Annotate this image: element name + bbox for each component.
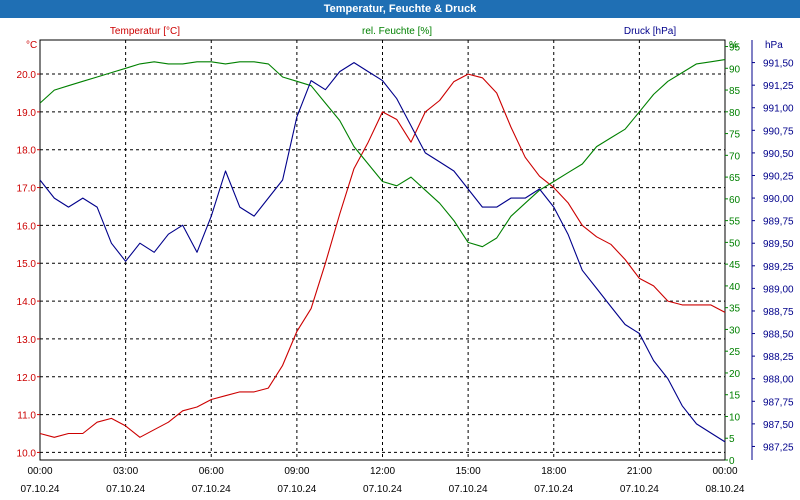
x-tick-date: 07.10.24	[620, 484, 659, 495]
pressure-tick-label: 987,75	[763, 397, 794, 408]
temperature-line	[39, 73, 726, 438]
pressure-tick-label: 988,25	[763, 352, 794, 363]
x-tick-time: 00:00	[712, 466, 737, 477]
temp-tick-label: 19.0	[17, 108, 37, 119]
pressure-tick-label: 988,75	[763, 307, 794, 318]
temp-unit: °C	[26, 40, 37, 51]
humidity-line	[39, 59, 726, 248]
pressure-tick-label: 990,25	[763, 171, 794, 182]
temp-tick-label: 12.0	[17, 373, 37, 384]
pressure-tick-label: 991,00	[763, 104, 794, 115]
x-tick-date: 07.10.24	[534, 484, 573, 495]
x-tick-date: 07.10.24	[106, 484, 145, 495]
humidity-tick-label: 85	[729, 86, 741, 97]
x-tick-date: 07.10.24	[21, 484, 60, 495]
axis-labels: 00:00 07.10.24 03:00 07.10.24 06:00 07.10.24 0…	[17, 26, 794, 495]
x-tick-time: 21:00	[627, 466, 652, 477]
x-tick-time: 00:00	[27, 466, 52, 477]
humidity-tick-label: 60	[729, 195, 741, 206]
pressure-tick-label: 988,00	[763, 375, 794, 386]
humidity-tick-label: 10	[729, 412, 741, 423]
temp-tick-label: 20.0	[17, 70, 37, 81]
pressure-line	[39, 62, 726, 443]
humidity-tick-label: 50	[729, 238, 741, 249]
humidity-axis-label: rel. Feuchte [%]	[362, 26, 432, 37]
humidity-tick-label: 70	[729, 151, 741, 162]
humidity-tick-label: 90	[729, 64, 741, 75]
pressure-tick-label: 987,25	[763, 442, 794, 453]
series-layer	[39, 59, 726, 443]
x-tick-time: 18:00	[541, 466, 566, 477]
x-tick-time: 12:00	[370, 466, 395, 477]
chart-canvas: 00:00 07.10.24 03:00 07.10.24 06:00 07.10.24 0…	[17, 26, 794, 495]
humidity-tick-label: 75	[729, 130, 741, 141]
humidity-tick-label: 55	[729, 217, 741, 228]
pressure-tick-label: 989,50	[763, 239, 794, 250]
humidity-unit: %	[729, 40, 738, 51]
x-tick-time: 06:00	[199, 466, 224, 477]
chart-title: Temperatur, Feuchte & Druck	[0, 0, 800, 18]
humidity-tick-label: 15	[729, 391, 741, 402]
pressure-tick-label: 991,25	[763, 81, 794, 92]
humidity-tick-label: 65	[729, 173, 741, 184]
humidity-tick-label: 80	[729, 108, 741, 119]
humidity-tick-label: 25	[729, 347, 741, 358]
temp-tick-label: 17.0	[17, 184, 37, 195]
temp-tick-label: 18.0	[17, 146, 37, 157]
x-tick-time: 15:00	[456, 466, 481, 477]
pressure-tick-label: 987,50	[763, 420, 794, 431]
humidity-tick-label: 95	[729, 43, 741, 54]
temp-tick-label: 13.0	[17, 335, 37, 346]
x-tick-date: 08.10.24	[706, 484, 745, 495]
temp-tick-label: 14.0	[17, 297, 37, 308]
temp-tick-label: 10.0	[17, 448, 37, 459]
pressure-tick-label: 989,25	[763, 262, 794, 273]
temp-tick-label: 11.0	[17, 411, 36, 422]
temp-tick-label: 15.0	[17, 259, 37, 270]
humidity-tick-label: 40	[729, 282, 741, 293]
pressure-tick-label: 990,75	[763, 126, 794, 137]
pressure-unit: hPa	[765, 40, 783, 51]
pressure-tick-label: 988,50	[763, 330, 794, 341]
x-tick-date: 07.10.24	[363, 484, 402, 495]
humidity-tick-label: 0	[729, 456, 735, 467]
pressure-tick-label: 990,50	[763, 149, 794, 160]
pressure-tick-label: 990,00	[763, 194, 794, 205]
humidity-tick-label: 35	[729, 304, 741, 315]
pressure-tick-label: 989,00	[763, 284, 794, 295]
temp-axis-label: Temperatur [°C]	[110, 26, 180, 37]
grid-lines	[40, 40, 725, 460]
pressure-tick-label: 989,75	[763, 217, 794, 228]
humidity-tick-label: 5	[729, 434, 735, 445]
temp-tick-label: 16.0	[17, 221, 37, 232]
x-tick-time: 09:00	[284, 466, 309, 477]
humidity-tick-label: 30	[729, 325, 741, 336]
x-tick-date: 07.10.24	[277, 484, 316, 495]
pressure-tick-label: 991,50	[763, 59, 794, 70]
pressure-axis-label: Druck [hPa]	[624, 26, 676, 37]
x-tick-date: 07.10.24	[192, 484, 231, 495]
humidity-tick-label: 45	[729, 260, 741, 271]
x-tick-date: 07.10.24	[449, 484, 488, 495]
x-tick-time: 03:00	[113, 466, 138, 477]
humidity-tick-label: 20	[729, 369, 741, 380]
